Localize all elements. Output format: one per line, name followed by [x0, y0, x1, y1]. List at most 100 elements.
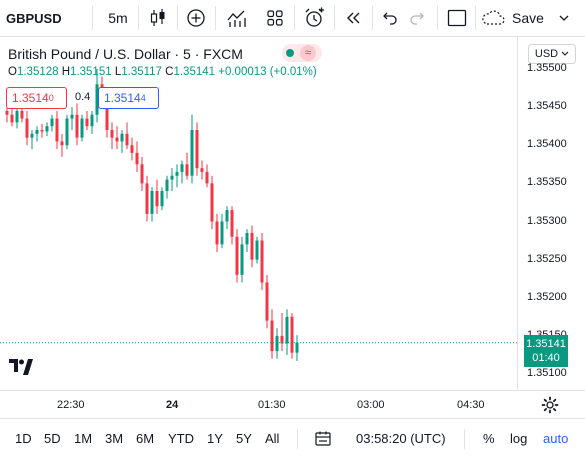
layout-button[interactable]: [262, 0, 288, 36]
candle-body: [105, 95, 109, 130]
top-toolbar: GBPUSD 5m: [0, 0, 585, 37]
chart-settings-button[interactable]: [541, 396, 559, 414]
buy-button[interactable]: 1.3514 4: [98, 87, 159, 109]
market-status[interactable]: ≈: [282, 44, 322, 62]
market-open-dot-icon: [286, 49, 294, 57]
toolbar-divider: [215, 6, 216, 30]
range-1m-button[interactable]: 1M: [74, 431, 93, 446]
candle-body: [95, 84, 99, 115]
range-1y-button[interactable]: 1Y: [207, 431, 223, 446]
candle-body: [85, 118, 89, 127]
candle-body: [165, 179, 169, 191]
price-label: 1.35200: [527, 290, 567, 303]
time-label: 04:30: [457, 399, 485, 411]
tradingview-logo[interactable]: [9, 359, 33, 375]
go-to-date-button[interactable]: [314, 430, 332, 448]
replay-button[interactable]: [340, 0, 368, 36]
fullscreen-button[interactable]: [444, 0, 470, 36]
compare-button[interactable]: [182, 0, 210, 36]
candle-body: [60, 141, 64, 146]
range-5y-button[interactable]: 5Y: [236, 431, 252, 446]
high-value: 1.35151: [70, 66, 112, 78]
time-label: 01:30: [258, 399, 286, 411]
auto-scale-button[interactable]: auto: [543, 431, 569, 446]
range-3m-button[interactable]: 3M: [105, 431, 124, 446]
time-label: 03:00: [357, 399, 385, 411]
toolbar-divider: [177, 6, 178, 30]
candlestick-chart[interactable]: [0, 37, 517, 390]
toolbar-divider: [437, 6, 438, 30]
candle-body: [125, 133, 129, 146]
range-all-button[interactable]: All: [265, 431, 280, 446]
currency-select[interactable]: USD: [528, 44, 576, 64]
range-5d-button[interactable]: 5D: [44, 431, 61, 446]
price-label: 1.35400: [527, 138, 567, 151]
symbol-label: GBPUSD: [6, 10, 62, 26]
time-label-day: 24: [166, 399, 179, 411]
candle-body: [155, 191, 159, 207]
chart-type-button[interactable]: [144, 0, 172, 36]
cloud-save-icon: [482, 10, 505, 25]
candle-body: [230, 210, 234, 237]
candle-body: [80, 118, 84, 138]
price-label: 1.35250: [527, 252, 567, 265]
replay-icon: [347, 12, 360, 24]
candle-body: [200, 168, 204, 172]
candle-body: [130, 145, 134, 153]
indicators-button[interactable]: [222, 0, 252, 36]
plus-circle-icon: [187, 9, 205, 27]
price-label: 1.35300: [527, 214, 567, 227]
buy-price: 1.3514: [104, 91, 141, 105]
candle-body: [290, 316, 294, 353]
chevron-down-icon[interactable]: [558, 13, 570, 23]
candle-body: [285, 316, 289, 344]
range-6m-button[interactable]: 6M: [136, 431, 155, 446]
candle-body: [20, 110, 24, 119]
high-label: H: [61, 66, 71, 78]
candle-body: [10, 114, 14, 123]
price-label: 1.35450: [527, 100, 567, 113]
close-value: 1.35141: [173, 66, 216, 78]
ohlc-values: O1.35128 H1.35151 L1.35117 C1.35141 +0.0…: [8, 66, 317, 78]
symbol-search-button[interactable]: GBPUSD: [6, 0, 76, 36]
toolbar-divider: [334, 6, 335, 30]
candle-body: [260, 240, 264, 283]
candle-body: [110, 130, 114, 138]
candle-body: [190, 130, 194, 176]
price-label: 1.35100: [527, 367, 567, 379]
calendar-range-icon: [315, 431, 331, 446]
candle-body: [185, 164, 189, 176]
candle-body: [135, 152, 139, 165]
percent-scale-button[interactable]: %: [483, 431, 495, 446]
interval-button[interactable]: 5m: [100, 0, 136, 36]
chevron-down-icon: [561, 51, 569, 56]
time-axis[interactable]: 22:30 24 01:30 03:00 04:30: [0, 390, 585, 418]
undo-button[interactable]: [378, 0, 402, 36]
range-ytd-button[interactable]: YTD: [168, 431, 194, 446]
candle-body: [140, 164, 144, 184]
candle-body: [215, 221, 219, 245]
sell-button[interactable]: 1.3514 0: [6, 87, 67, 109]
save-label: Save: [512, 10, 544, 26]
candle-body: [35, 130, 39, 134]
price-label: 1.35500: [527, 62, 567, 74]
range-1d-button[interactable]: 1D: [15, 431, 32, 446]
timezone-clock[interactable]: 03:58:20 (UTC): [356, 431, 446, 446]
interval-label: 5m: [108, 10, 128, 26]
alert-button[interactable]: [300, 0, 328, 36]
open-value: 1.35128: [16, 66, 59, 78]
chart-pane[interactable]: British Pound / U.S. Dollar · 5 · FXCM ≈…: [0, 37, 517, 390]
redo-icon: [410, 12, 424, 25]
fullscreen-icon: [447, 9, 467, 27]
candle-body: [65, 118, 69, 146]
log-scale-button[interactable]: log: [510, 431, 528, 446]
redo-button[interactable]: [405, 0, 429, 36]
candle-body: [55, 118, 59, 142]
save-button[interactable]: Save: [480, 0, 580, 36]
candle-body: [270, 320, 274, 352]
bar-countdown: 01:40: [532, 351, 560, 364]
price-axis[interactable]: USD 1.35500 1.35450 1.35400 1.35350 1.35300 1…: [517, 37, 585, 390]
buy-pip: 4: [140, 93, 146, 103]
candle-body: [275, 335, 279, 352]
legend-title: British Pound / U.S. Dollar · 5 · FXCM: [8, 46, 243, 62]
